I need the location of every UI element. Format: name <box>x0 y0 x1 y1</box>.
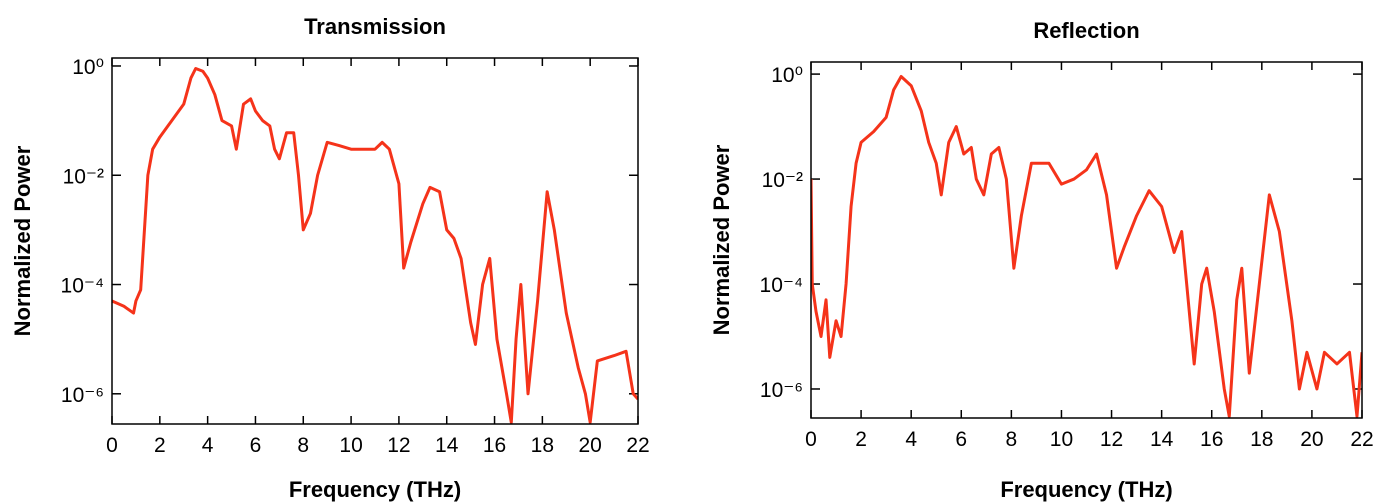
x-tick-label: 10 <box>1050 428 1073 451</box>
y-tick-label: 10⁻⁴ <box>61 275 104 298</box>
y-tick-label: 10⁻⁶ <box>61 384 104 407</box>
y-axis-label: Normalized Power <box>709 144 734 335</box>
x-tick-label: 20 <box>1300 428 1323 451</box>
x-tick-label: 22 <box>1350 428 1373 451</box>
x-tick-label: 18 <box>1250 428 1273 451</box>
x-tick-label: 0 <box>106 434 118 457</box>
x-tick-label: 12 <box>387 434 410 457</box>
y-tick-label: 10⁻² <box>63 165 104 188</box>
x-tick-label: 20 <box>579 434 602 457</box>
x-axis-label: Frequency (THz) <box>289 477 461 502</box>
x-tick-label: 2 <box>855 428 867 451</box>
x-tick-label: 12 <box>1100 428 1123 451</box>
y-axis-label: Normalized Power <box>10 145 35 336</box>
y-tick-label: 10⁰ <box>72 56 104 79</box>
x-tick-label: 4 <box>905 428 917 451</box>
x-axis-label: Frequency (THz) <box>1000 477 1172 502</box>
x-tick-label: 2 <box>154 434 166 457</box>
y-tick-label: 10⁻² <box>762 169 803 192</box>
x-tick-label: 22 <box>626 434 649 457</box>
x-tick-label: 14 <box>1150 428 1174 451</box>
chart-title: Transmission <box>304 14 446 39</box>
data-line <box>112 66 638 424</box>
chart-title: Reflection <box>1033 18 1139 43</box>
x-tick-label: 6 <box>250 434 262 457</box>
x-tick-label: 16 <box>483 434 506 457</box>
x-tick-label: 18 <box>531 434 554 457</box>
x-tick-label: 4 <box>202 434 214 457</box>
y-tick-label: 10⁻⁴ <box>760 274 803 297</box>
x-tick-label: 14 <box>435 434 459 457</box>
x-tick-label: 6 <box>955 428 967 451</box>
x-tick-label: 0 <box>805 428 817 451</box>
plot-frame <box>810 61 1363 419</box>
x-tick-label: 10 <box>339 434 362 457</box>
y-tick-label: 10⁻⁶ <box>760 379 803 402</box>
data-line <box>811 75 1362 418</box>
x-tick-label: 16 <box>1200 428 1223 451</box>
x-tick-label: 8 <box>1006 428 1018 451</box>
x-tick-label: 8 <box>297 434 309 457</box>
y-tick-label: 10⁰ <box>771 64 803 87</box>
plot-frame <box>111 57 639 425</box>
